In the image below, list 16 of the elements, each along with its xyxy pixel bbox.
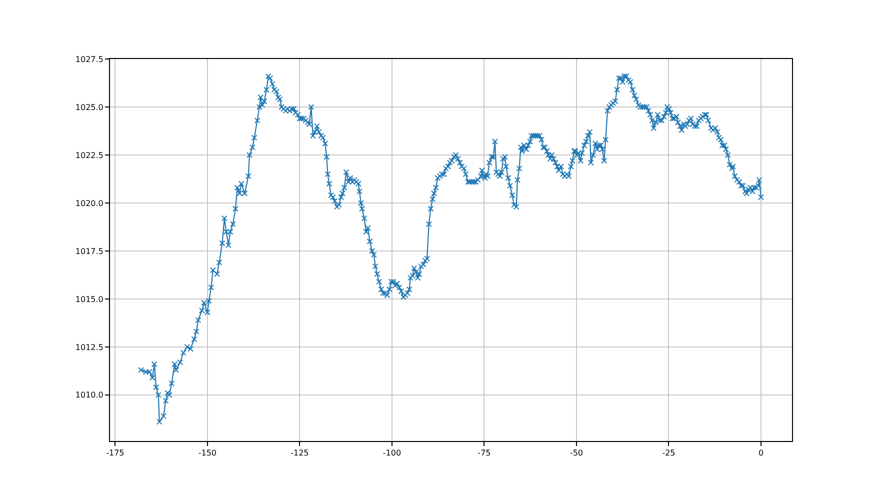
x-tick-label: -50 xyxy=(570,448,584,458)
x-tick-label: -125 xyxy=(290,448,309,458)
y-tick-label: 1010.0 xyxy=(75,390,104,400)
x-tick-label: 0 xyxy=(758,448,764,458)
y-tick-label: 1022.5 xyxy=(75,150,104,160)
x-tick-label: -100 xyxy=(382,448,402,458)
y-tick-label: 1027.5 xyxy=(75,54,104,64)
x-tick-label: -75 xyxy=(478,448,491,458)
x-tick-label: -150 xyxy=(198,448,217,458)
y-tick-label: 1025.0 xyxy=(75,102,104,112)
y-tick-label: 1015.0 xyxy=(75,294,104,304)
y-tick-label: 1017.5 xyxy=(75,246,104,256)
x-tick-label: -25 xyxy=(662,448,676,458)
x-tick-label: -175 xyxy=(106,448,124,458)
y-tick-label: 1020.0 xyxy=(75,198,104,208)
y-tick-label: 1012.5 xyxy=(75,342,104,352)
